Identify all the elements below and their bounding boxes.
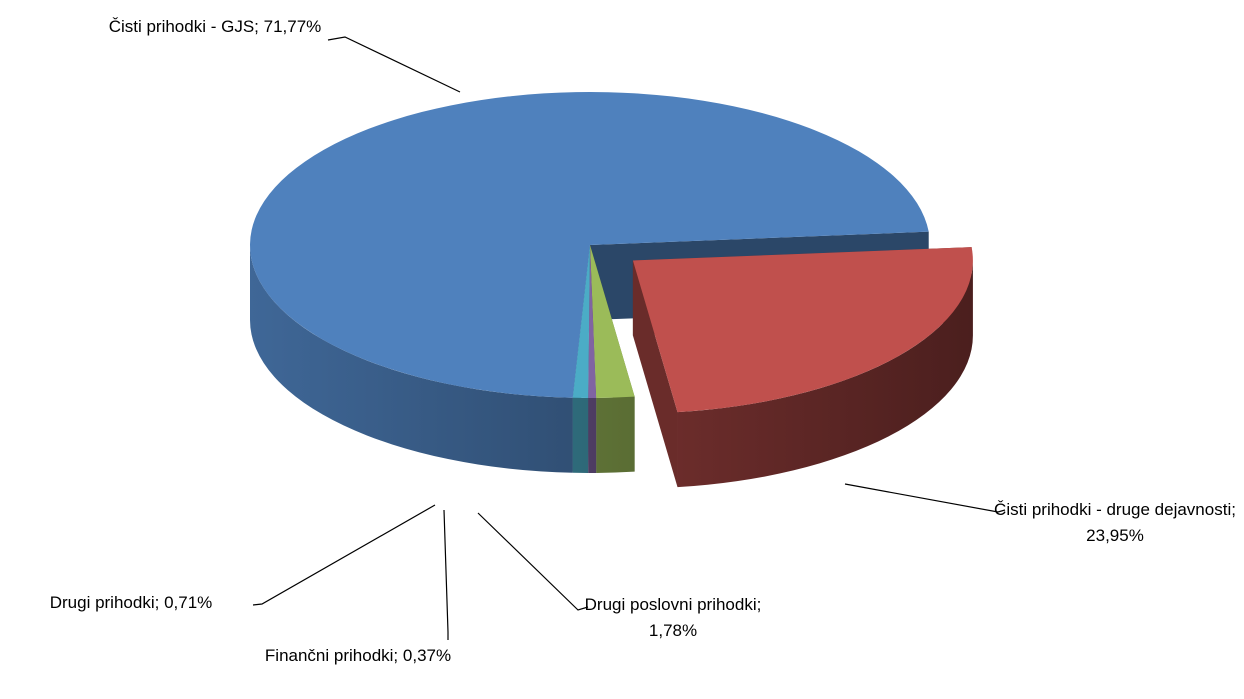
data-label: Drugi poslovni prihodki; 1,78%	[578, 592, 768, 644]
label-value: 71,77%	[263, 17, 322, 36]
label-category: Čisti prihodki - GJS;	[108, 17, 259, 36]
label-value: 0,37%	[402, 646, 452, 665]
pie-slice	[632, 247, 973, 413]
data-label: Čisti prihodki - GJS; 71,77%	[95, 14, 335, 40]
slice-rim	[588, 397, 597, 474]
data-label: Finančni prihodki; 0,37%	[238, 643, 478, 669]
slice-rim	[572, 397, 589, 473]
leader-line	[477, 512, 589, 611]
label-category: Drugi poslovni prihodki;	[584, 595, 762, 614]
slice-side	[632, 260, 678, 488]
leader-line	[443, 509, 449, 640]
label-category: Drugi prihodki;	[49, 593, 160, 612]
slice-rim	[677, 260, 973, 488]
data-label: Čisti prihodki - druge dejavnosti; 23,95…	[990, 497, 1240, 549]
leader-line	[252, 504, 436, 606]
label-category: Finančni prihodki;	[264, 646, 399, 665]
label-value: 23,95%	[1086, 526, 1144, 545]
pie-slice	[590, 245, 635, 398]
leader-line	[327, 36, 461, 93]
label-category: Čisti prihodki - druge dejavnosti;	[994, 500, 1236, 519]
pie-slice	[250, 91, 929, 398]
slice-rim	[596, 396, 635, 473]
pie-slice	[588, 245, 597, 399]
slice-rim	[250, 245, 573, 473]
data-label: Drugi prihodki; 0,71%	[6, 590, 256, 616]
label-value: 1,78%	[648, 621, 698, 640]
pie-slice	[572, 245, 590, 398]
leader-line	[844, 483, 1006, 513]
label-value: 0,71%	[164, 593, 213, 612]
